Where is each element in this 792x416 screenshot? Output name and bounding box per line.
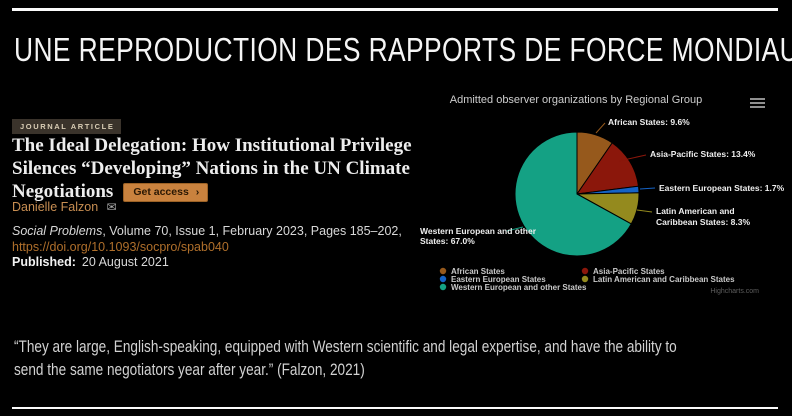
pie-data-label: Latin American and Caribbean States: 8.3% <box>656 206 750 227</box>
author-link[interactable]: Danielle Falzon <box>12 200 99 214</box>
chart-title: Admitted observer organizations by Regio… <box>449 94 703 106</box>
pie-data-label: Eastern European States: 1.7% <box>659 183 785 193</box>
email-icon[interactable]: ✉ <box>106 200 117 214</box>
svg-text:Latin American and Caribbean S: Latin American and Caribbean States <box>593 275 735 284</box>
doi-link[interactable]: https://doi.org/10.1093/socpro/spab040 <box>12 240 229 254</box>
published-line: Published: 20 August 2021 <box>12 255 169 269</box>
svg-text:Asia-Pacific States: Asia-Pacific States <box>593 267 665 276</box>
journal-article-badge: JOURNAL ARTICLE <box>12 119 122 134</box>
get-access-label: Get access <box>133 186 189 198</box>
svg-text:Western European and other Sta: Western European and other States <box>451 283 587 292</box>
get-access-button[interactable]: Get access › <box>123 183 209 202</box>
slide-title: UNE REPRODUCTION DES RAPPORTS DE FORCE M… <box>14 31 792 68</box>
hamburger-bar <box>750 101 765 105</box>
pie-chart-panel: Admitted observer organizations by Regio… <box>400 85 792 313</box>
legend-item-african-states[interactable]: African States <box>439 267 506 276</box>
pie-chart-svg: African States: 9.6% Asia-Pacific States:… <box>420 117 785 292</box>
pie-slice-western-european-and-other-states[interactable] <box>514 131 632 257</box>
hamburger-menu-icon[interactable] <box>750 98 766 110</box>
article-title-text: The Ideal Delegation: How Institutional … <box>12 135 412 202</box>
legend-item-asia-pacific-states[interactable]: Asia-Pacific States <box>581 267 665 276</box>
svg-text:African States: African States <box>451 267 505 276</box>
label-connector <box>595 122 606 134</box>
pie-data-label: Western European and other States: 67.0% <box>420 226 537 246</box>
quote-text: “They are large, English-speaking, equip… <box>14 337 677 379</box>
legend-item-eastern-european-states[interactable]: Eastern European States <box>439 275 546 284</box>
label-connector <box>639 187 656 190</box>
author-row: Danielle Falzon ✉ <box>12 200 117 214</box>
label-connector <box>618 154 647 162</box>
hamburger-bar <box>750 98 765 101</box>
legend-item-latin-american-and-caribbean-states[interactable]: Latin American and Caribbean States <box>581 275 735 284</box>
bottom-divider <box>12 407 778 409</box>
chart-credits[interactable]: Highcharts.com <box>710 288 759 295</box>
svg-text:Eastern European States: Eastern European States <box>451 275 546 284</box>
top-divider <box>12 8 778 11</box>
article-title: The Ideal Delegation: How Institutional … <box>12 134 414 203</box>
published-date: 20 August 2021 <box>81 255 169 269</box>
legend-item-western-european-and-other-states[interactable]: Western European and other States <box>439 283 587 292</box>
label-connector <box>636 209 653 213</box>
published-label: Published: <box>12 255 76 269</box>
chevron-right-icon: › <box>195 186 200 198</box>
label-connector <box>506 226 524 232</box>
pie-data-label: African States: 9.6% <box>608 117 690 127</box>
journal-name: Social Problems <box>12 224 103 238</box>
hamburger-bar <box>750 105 765 109</box>
citation-rest: , Volume 70, Issue 1, February 2023, Pag… <box>102 224 402 238</box>
pie-data-label: Asia-Pacific States: 13.4% <box>650 149 756 159</box>
citation-line: Social Problems, Volume 70, Issue 1, Feb… <box>12 224 402 238</box>
